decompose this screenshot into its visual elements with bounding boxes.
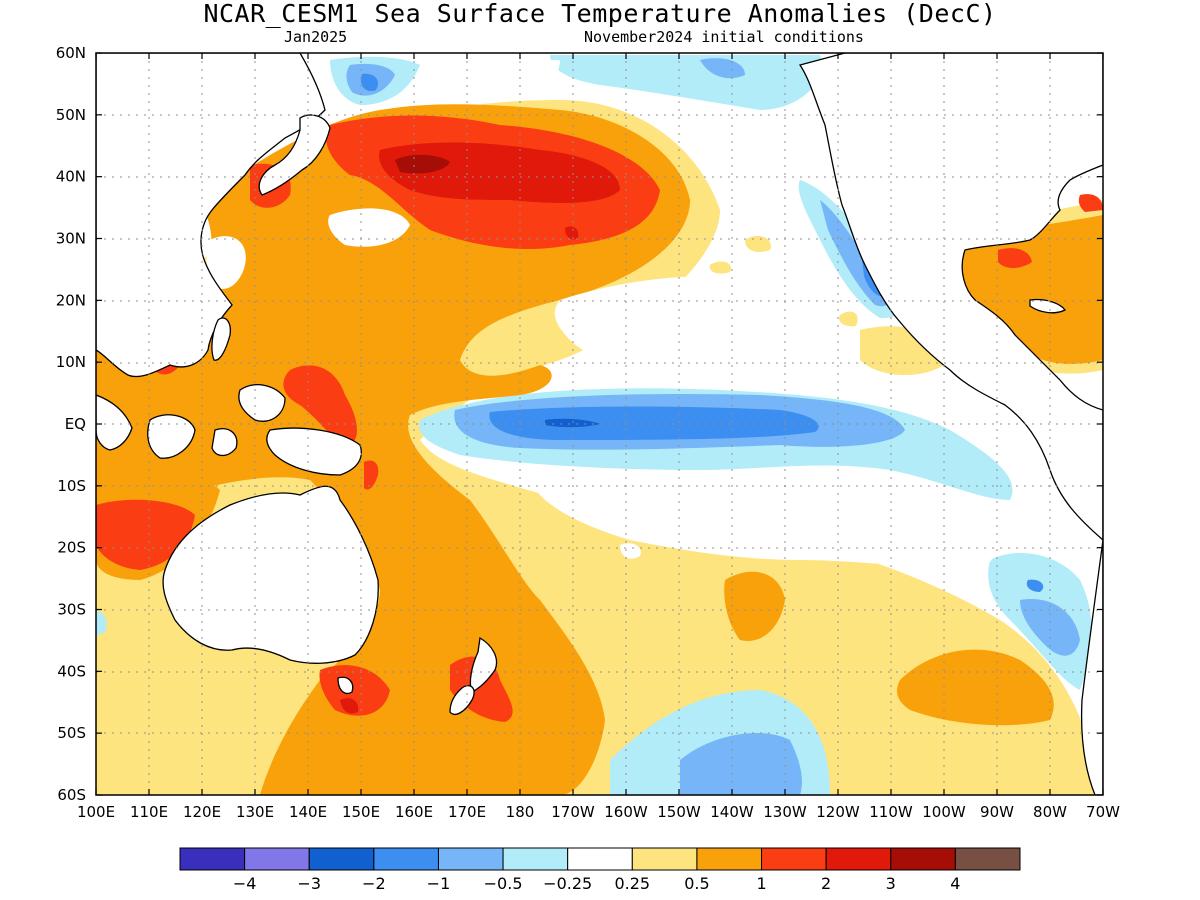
lon-label: 140W — [710, 803, 754, 821]
lon-label: 180 — [506, 803, 535, 821]
lon-label: 160E — [395, 803, 433, 821]
lon-label: 130W — [763, 803, 807, 821]
lon-label: 150E — [342, 803, 380, 821]
valid-time-label: Jan2025 — [284, 28, 348, 46]
colorbar-label: 3 — [886, 874, 896, 893]
lat-label: 20S — [57, 539, 86, 557]
lon-label: 170E — [448, 803, 486, 821]
lat-label: 50S — [57, 724, 86, 742]
lon-label: 150W — [657, 803, 701, 821]
colorbar-label: 1 — [756, 874, 766, 893]
longitude-axis: 100E 110E 120E 130E 140E 150E 160E 170E 180 170W 1… — [77, 53, 1120, 821]
colorbar-label: 0.5 — [684, 874, 709, 893]
lat-label: 40S — [57, 662, 86, 680]
lon-label: 110W — [869, 803, 913, 821]
colorbar-label: −0.25 — [543, 874, 592, 893]
lon-label: 170W — [551, 803, 595, 821]
colorbar-swatch — [437, 847, 504, 871]
lat-label: 20N — [56, 291, 86, 309]
near-zero-regions — [96, 60, 994, 570]
colorbar-swatch — [954, 847, 1021, 871]
colorbar-label: 2 — [821, 874, 831, 893]
colorbar-label: 4 — [950, 874, 960, 893]
lon-label: 110E — [130, 803, 168, 821]
lon-label: 90W — [980, 803, 1014, 821]
lat-label: 30S — [57, 601, 86, 619]
colorbar-swatch — [761, 847, 827, 871]
colorbar-label: −0.5 — [484, 874, 523, 893]
lat-label: 50N — [56, 106, 86, 124]
lon-label: 70W — [1086, 803, 1120, 821]
colorbar-swatch — [890, 847, 956, 871]
colorbar-label: 0.25 — [614, 874, 650, 893]
lat-label: 10N — [56, 353, 86, 371]
lon-label: 120W — [816, 803, 860, 821]
lon-label: 140E — [289, 803, 327, 821]
init-conditions-label: November2024 initial conditions — [584, 28, 864, 46]
lon-label: 130E — [236, 803, 274, 821]
land-outlines — [96, 53, 1103, 795]
lon-label: 120E — [183, 803, 221, 821]
colorbar-swatch — [696, 847, 763, 871]
lat-label: EQ — [65, 415, 86, 433]
colorbar-label: −3 — [297, 874, 321, 893]
lat-label: 60N — [56, 44, 86, 62]
lon-label: 160W — [604, 803, 648, 821]
colorbar-swatch — [179, 847, 246, 871]
lon-label: 100W — [922, 803, 966, 821]
colorbar-swatch — [502, 847, 569, 871]
colorbar-swatch — [631, 847, 698, 871]
colorbar-label: −4 — [233, 874, 257, 893]
colorbar-swatch — [373, 847, 439, 871]
latitude-axis: 60N 50N 40N 30N 20N 10N EQ 10S 20S 30S 40S 50S 60S — [56, 44, 1103, 804]
colorbar-label: −1 — [427, 874, 451, 893]
colorbar-swatch — [567, 847, 633, 871]
lat-label: 10S — [57, 477, 86, 495]
colorbar-swatch — [825, 847, 892, 871]
colorbar: −4 −3 −2 −1 −0.5 −0.25 0.25 0.5 1 2 3 4 — [179, 847, 1021, 893]
lon-label: 100E — [77, 803, 115, 821]
colorbar-swatch — [244, 847, 310, 871]
lat-label: 40N — [56, 168, 86, 186]
lat-label: 60S — [57, 786, 86, 804]
lat-label: 30N — [56, 230, 86, 248]
colorbar-swatch — [308, 847, 375, 871]
colorbar-label: −2 — [362, 874, 386, 893]
map-title: NCAR_CESM1 Sea Surface Temperature Anoma… — [203, 0, 997, 28]
lon-label: 80W — [1033, 803, 1067, 821]
